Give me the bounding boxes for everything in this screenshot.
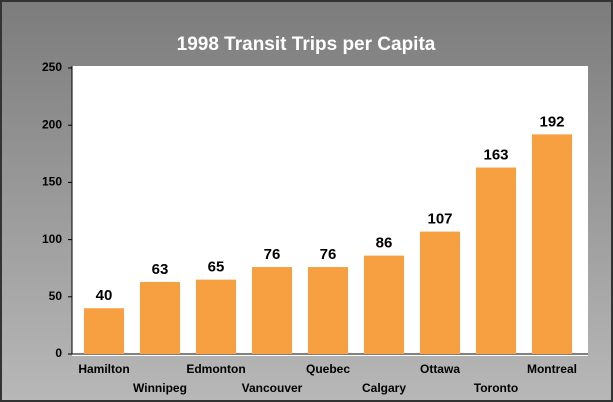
value-label: 76: [320, 246, 337, 263]
x-tick-label: Winnipeg: [133, 381, 187, 395]
x-tick-label: Ottawa: [420, 362, 460, 376]
value-label: 76: [264, 246, 281, 263]
chart-title: 1998 Transit Trips per Capita: [177, 34, 436, 55]
bar: [84, 308, 124, 354]
x-tick-label: Vancouver: [242, 381, 303, 395]
y-tick-label: 50: [49, 289, 63, 303]
bar: [420, 231, 460, 354]
bar: [140, 281, 180, 354]
bar: [196, 279, 236, 354]
y-tick-label: 250: [42, 60, 62, 74]
bar: [364, 255, 404, 354]
bar: [532, 134, 572, 354]
x-tick-label: Edmonton: [186, 362, 245, 376]
value-label: 192: [539, 113, 564, 130]
value-label: 86: [376, 235, 393, 252]
value-label: 65: [208, 259, 225, 276]
y-tick-label: 200: [42, 117, 62, 131]
bar: [252, 267, 292, 354]
value-label: 163: [483, 146, 508, 163]
value-label: 40: [96, 287, 113, 304]
x-tick-label: Calgary: [362, 381, 406, 395]
bar: [308, 267, 348, 354]
value-label: 107: [427, 211, 452, 228]
x-tick-label: Montreal: [527, 362, 577, 376]
y-tick-label: 0: [55, 346, 62, 360]
x-tick-label: Hamilton: [78, 362, 129, 376]
y-tick-label: 150: [42, 175, 62, 189]
x-tick-label: Toronto: [474, 381, 518, 395]
x-tick-label: Quebec: [306, 362, 350, 376]
y-tick-label: 100: [42, 232, 62, 246]
value-label: 63: [152, 261, 169, 278]
bar: [476, 167, 516, 354]
